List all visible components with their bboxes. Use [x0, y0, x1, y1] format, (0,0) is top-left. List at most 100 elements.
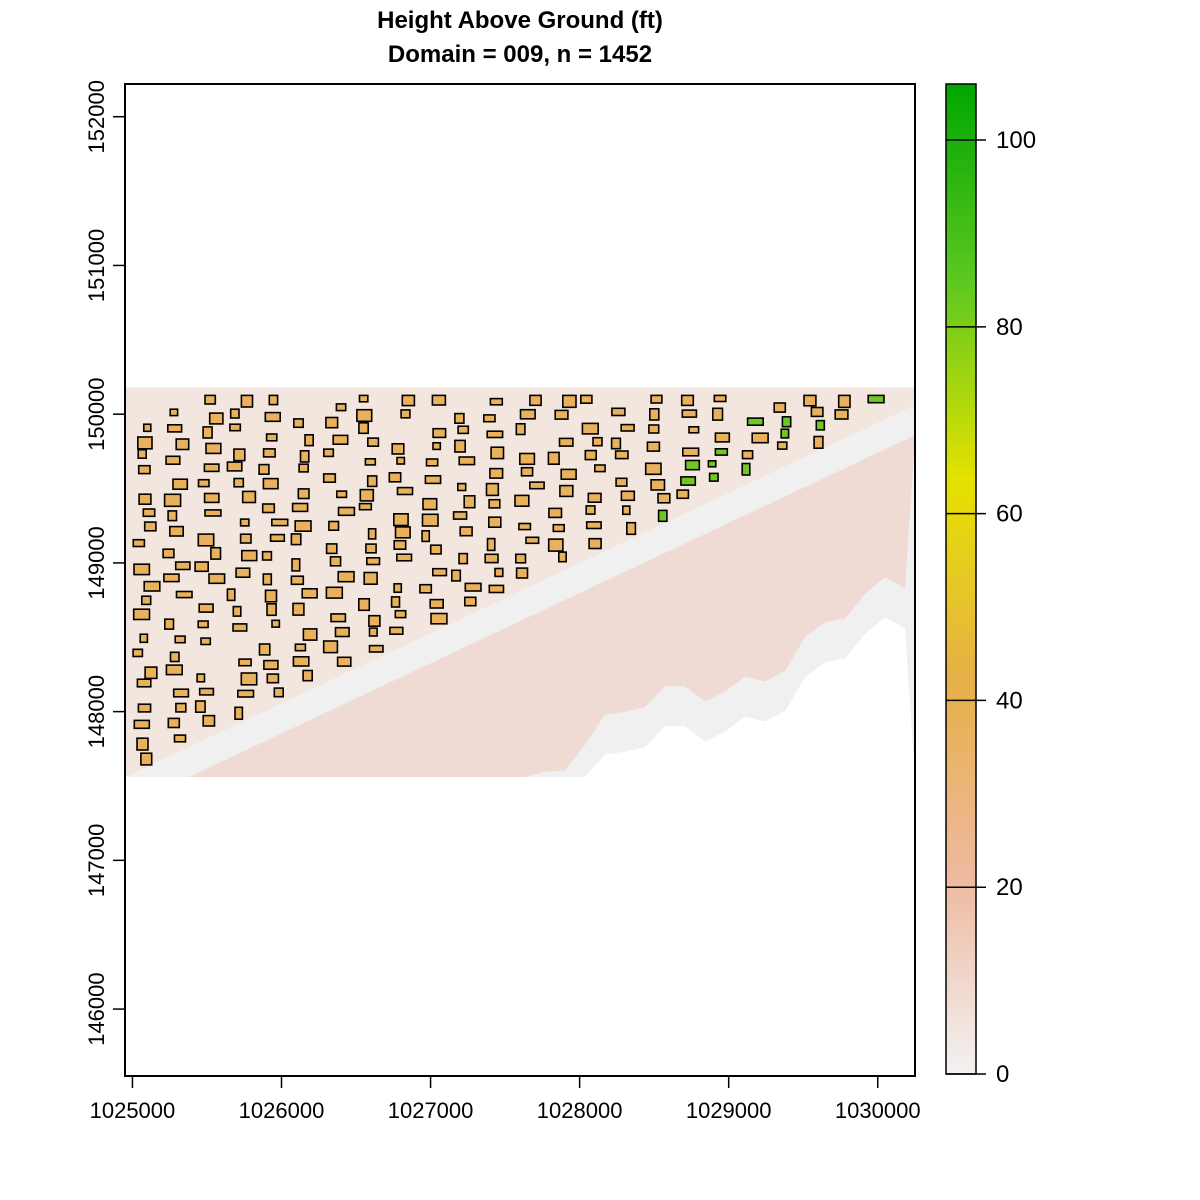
x-axis: 1025000 1026000 1027000 1028000 1029000 10300… — [90, 1075, 921, 1123]
building-footprint — [330, 613, 347, 623]
building-footprint — [240, 394, 254, 408]
building-footprint — [137, 448, 147, 460]
building-footprint — [681, 409, 698, 418]
building-footprint — [741, 449, 754, 460]
building-footprint — [299, 449, 310, 463]
colorbar-tick-label: 60 — [996, 501, 1023, 528]
building-footprint — [294, 643, 307, 652]
building-footprint — [518, 452, 536, 466]
building-footprint — [234, 706, 244, 720]
building-footprint — [356, 408, 373, 423]
building-footprint — [165, 664, 183, 676]
y-tick-label: 146000 — [84, 972, 109, 1045]
building-footprint — [358, 421, 369, 435]
colorbar-tick-label: 40 — [996, 687, 1023, 714]
building-footprint — [173, 734, 187, 743]
building-footprint — [644, 462, 662, 476]
building-footprint — [486, 537, 496, 552]
building-footprint — [325, 543, 338, 555]
building-footprint — [657, 509, 668, 523]
building-footprint — [614, 450, 629, 460]
building-footprint — [452, 511, 468, 520]
building-footprint — [751, 432, 769, 444]
land-area — [125, 387, 915, 778]
building-footprint — [167, 717, 181, 729]
building-footprint — [142, 508, 156, 518]
building-footprint — [494, 567, 504, 578]
building-footprint — [552, 523, 565, 533]
building-footprint — [487, 516, 502, 529]
building-footprint — [265, 433, 278, 442]
building-footprint — [137, 436, 153, 450]
building-footprint — [336, 656, 352, 667]
building-footprint — [239, 518, 250, 527]
building-footprint — [322, 473, 337, 483]
building-footprint — [261, 550, 273, 561]
building-footprint — [292, 602, 305, 616]
x-tick-label: 1029000 — [686, 1098, 772, 1123]
building-footprint — [401, 394, 416, 407]
y-tick-label: 152000 — [84, 80, 109, 153]
building-footprints — [132, 394, 885, 766]
building-footprint — [175, 590, 193, 599]
building-footprint — [261, 503, 276, 514]
building-footprint — [174, 561, 191, 571]
building-footprint — [803, 394, 817, 407]
building-footprint — [169, 651, 180, 663]
building-footprint — [464, 582, 482, 592]
y-axis: 146000 147000 148000 149000 150000 151000 1520… — [84, 80, 125, 1046]
building-footprint — [233, 448, 246, 462]
building-footprint — [270, 518, 289, 527]
y-tick-label: 147000 — [84, 824, 109, 897]
building-footprint — [514, 494, 530, 507]
building-footprint — [364, 457, 377, 466]
building-footprint — [132, 608, 151, 621]
building-footprint — [210, 546, 222, 560]
building-footprint — [815, 419, 826, 431]
building-footprint — [488, 584, 505, 594]
building-footprint — [365, 543, 377, 554]
building-footprint — [358, 502, 373, 511]
building-footprint — [143, 580, 161, 592]
building-footprint — [458, 552, 469, 565]
y-tick-label: 151000 — [84, 229, 109, 302]
building-footprint — [485, 482, 500, 497]
building-footprint — [714, 447, 729, 456]
building-footprint — [169, 408, 179, 417]
building-footprint — [392, 512, 409, 527]
building-footprint — [585, 505, 596, 515]
building-footprint — [584, 449, 597, 461]
building-footprint — [388, 471, 402, 483]
building-footprint — [334, 626, 350, 638]
building-footprint — [711, 407, 724, 421]
building-footprint — [143, 423, 152, 433]
building-footprint — [776, 441, 788, 450]
x-tick-label: 1026000 — [239, 1098, 325, 1123]
building-footprint — [133, 563, 151, 576]
building-footprint — [520, 466, 534, 477]
building-footprint — [454, 412, 465, 425]
building-footprint — [396, 456, 406, 465]
building-footprint — [138, 493, 152, 506]
building-footprint — [454, 439, 466, 453]
building-footprint — [163, 573, 180, 583]
no-data-area — [125, 617, 915, 1076]
building-footprint — [558, 437, 574, 447]
building-footprint — [393, 539, 407, 551]
building-footprint — [489, 397, 504, 406]
building-footprint — [268, 394, 279, 406]
x-tick-label: 1030000 — [835, 1098, 921, 1123]
building-footprint — [393, 582, 403, 593]
building-footprint — [292, 418, 304, 429]
building-footprint — [137, 464, 151, 475]
building-footprint — [264, 411, 281, 423]
building-footprint — [175, 438, 190, 451]
building-footprint — [301, 587, 318, 599]
building-footprint — [773, 402, 787, 413]
building-footprint — [264, 589, 278, 603]
building-footprint — [262, 448, 276, 458]
building-footprint — [357, 597, 371, 612]
building-footprint — [429, 598, 445, 609]
building-footprint — [528, 481, 545, 490]
building-footprint — [781, 415, 792, 428]
